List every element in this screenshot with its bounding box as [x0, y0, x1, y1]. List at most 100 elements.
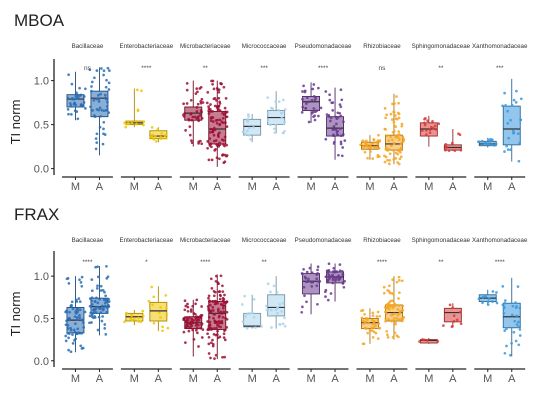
x-tick-label: A: [449, 373, 457, 385]
data-point: [376, 153, 380, 157]
data-point: [196, 331, 199, 335]
data-point: [281, 301, 285, 305]
data-point: [453, 149, 457, 152]
data-point: [96, 284, 99, 288]
data-point: [67, 282, 71, 285]
data-point: [206, 140, 210, 143]
data-point: [95, 287, 99, 290]
data-point: [92, 316, 95, 320]
data-point: [398, 157, 402, 161]
data-point: [393, 302, 397, 306]
data-point: [423, 123, 427, 127]
data-point: [502, 306, 506, 310]
data-point: [448, 303, 452, 307]
data-point: [329, 119, 332, 123]
data-point: [502, 311, 506, 315]
data-point: [82, 326, 86, 329]
data-point: [319, 106, 323, 110]
data-point: [194, 316, 197, 319]
data-point: [359, 143, 362, 147]
data-point: [224, 121, 227, 124]
data-point: [501, 104, 504, 108]
data-point: [378, 314, 382, 318]
facet-micrococcaceae: Micrococcaceae ** M A: [238, 237, 290, 385]
data-point: [301, 105, 305, 109]
data-point: [207, 352, 211, 355]
data-point: [222, 332, 226, 336]
data-point: [444, 146, 448, 149]
data-point: [76, 96, 80, 100]
data-point: [142, 123, 145, 127]
data-point: [394, 320, 397, 324]
data-point: [183, 299, 187, 303]
data-point: [154, 140, 158, 143]
data-point: [209, 309, 213, 313]
data-point: [382, 291, 386, 295]
data-point: [516, 285, 520, 288]
data-point: [455, 318, 459, 322]
data-point: [217, 90, 221, 94]
data-point: [207, 324, 211, 328]
data-point: [371, 157, 375, 160]
data-point: [164, 307, 168, 310]
data-point: [182, 113, 185, 117]
data-point: [69, 104, 73, 107]
data-point: [277, 108, 280, 112]
data-point: [195, 326, 199, 330]
data-point: [244, 314, 247, 318]
data-point: [329, 116, 333, 120]
data-point: [339, 114, 343, 118]
data-point: [96, 301, 100, 305]
data-point: [221, 111, 224, 115]
data-point: [503, 299, 507, 302]
data-point: [213, 290, 217, 294]
data-point: [67, 112, 70, 116]
data-point: [187, 318, 190, 322]
data-point: [514, 339, 518, 343]
x-tick-label: A: [96, 373, 104, 385]
data-point: [213, 149, 217, 152]
data-point: [509, 118, 512, 122]
y-tick-label: 1.0: [34, 76, 49, 88]
data-point: [222, 139, 226, 142]
facet-label: Rhizobiaceae: [363, 43, 401, 50]
data-point: [306, 279, 310, 283]
data-point: [99, 92, 102, 96]
data-point: [186, 325, 190, 328]
data-point: [316, 272, 320, 275]
data-point: [73, 97, 76, 101]
data-point: [375, 315, 379, 318]
data-point: [333, 140, 336, 144]
data-point: [69, 350, 73, 354]
data-point: [95, 296, 98, 300]
data-point: [93, 115, 97, 119]
data-point: [386, 302, 390, 306]
data-point: [102, 69, 106, 73]
data-point: [362, 322, 366, 325]
data-point: [312, 83, 316, 86]
y-axis-label: TI norm: [8, 100, 23, 145]
data-point: [390, 118, 394, 121]
data-point: [150, 285, 154, 289]
data-point: [518, 328, 522, 331]
data-point: [213, 312, 217, 316]
data-point: [331, 101, 335, 104]
data-point: [97, 100, 101, 103]
data-point: [217, 290, 221, 294]
data-point: [209, 103, 212, 106]
data-point: [509, 148, 513, 152]
data-point: [392, 292, 395, 296]
x-tick-label: M: [130, 373, 139, 385]
facet-label: Micrococcaceae: [242, 237, 287, 244]
data-point: [182, 330, 186, 334]
data-point: [68, 102, 72, 105]
data-point: [312, 115, 315, 119]
data-point: [385, 134, 389, 138]
data-point: [157, 311, 161, 315]
data-point: [395, 95, 398, 98]
data-point: [88, 304, 92, 308]
data-point: [149, 135, 153, 139]
data-point: [188, 133, 192, 137]
data-point: [90, 303, 94, 306]
